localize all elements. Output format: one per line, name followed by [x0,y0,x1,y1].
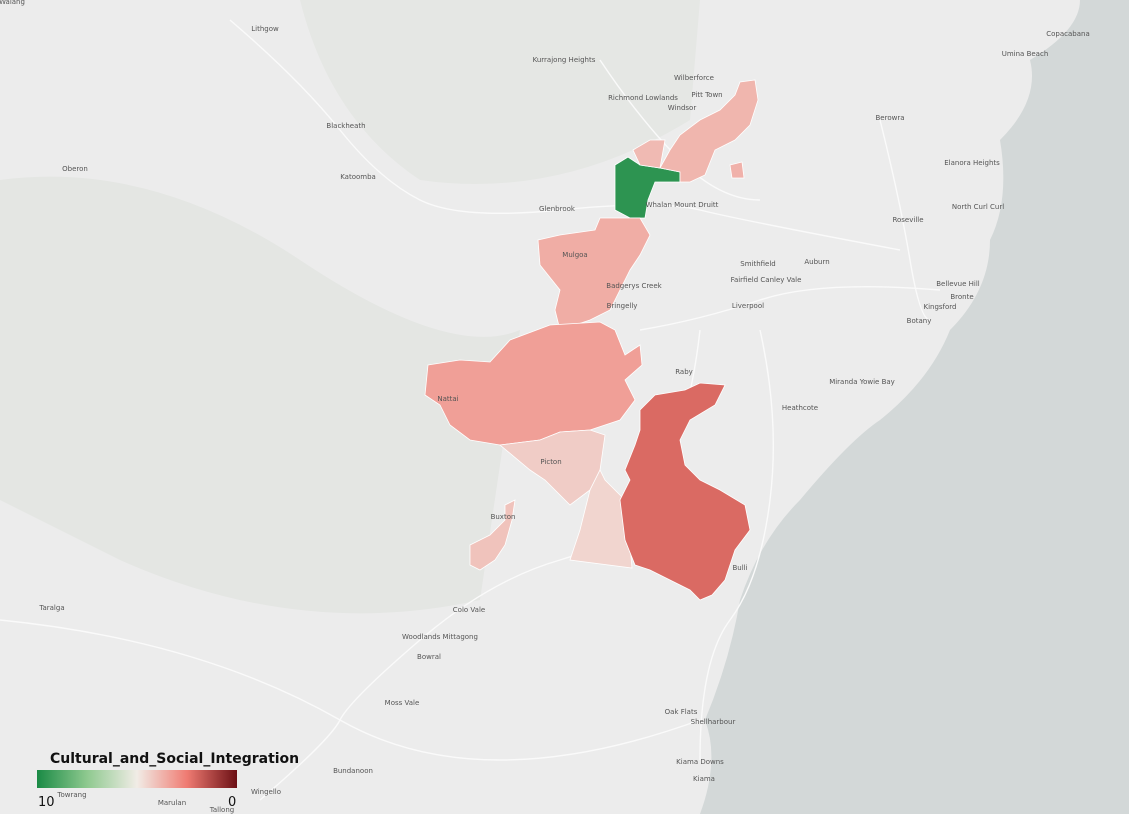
place-label: Woodlands Mittagong [402,633,478,641]
place-label: Glenbrook [539,205,576,213]
region [614,156,681,219]
place-label: Marulan [158,799,186,807]
place-label: Katoomba [340,173,376,181]
terrain [300,0,700,184]
place-label: Liverpool [732,302,764,310]
place-label: Bundanoon [333,767,373,775]
place-label: Wilberforce [674,74,714,82]
legend-title: Cultural_and_Social_Integration [50,751,299,767]
legend: Cultural_and_Social_Integration 10 0 [37,751,299,810]
place-label: Lithgow [251,25,279,33]
place-label: Blackheath [326,122,365,130]
place-label: Auburn [804,258,829,266]
regions [424,79,759,601]
place-label: Bellevue Hill [936,280,980,288]
place-label: Bowral [417,653,441,661]
place-label: Elanora Heights [944,159,1000,167]
place-label: Picton [540,458,561,466]
place-label: Tallong [209,806,234,814]
region [632,139,666,169]
sea [700,0,1129,814]
place-label: Smithfield [740,260,776,268]
region [729,161,745,179]
place-label: Buxton [491,513,516,521]
place-label: Mulgoa [562,251,587,259]
place-label: Kiama [693,775,715,783]
legend-min: 0 [228,795,236,810]
place-label: Pitt Town [691,91,722,99]
place-label: Richmond Lowlands [608,94,678,102]
place-label: Oak Flats [665,708,698,716]
place-label: Roseville [892,216,923,224]
place-label: Bulli [732,564,747,572]
place-label: Windsor [668,104,697,112]
place-label: Wingello [251,788,281,796]
place-label: Shellharbour [691,718,736,726]
roads [0,19,941,801]
legend-bar [37,770,237,788]
place-label: Taralga [38,604,64,612]
region [659,79,759,183]
place-label: Oberon [62,165,88,173]
terrain [0,176,520,614]
place-label: Nattai [437,395,458,403]
place-label: Umina Beach [1002,50,1049,58]
place-label: Kurrajong Heights [533,56,596,64]
region [469,499,516,571]
place-label: Kingsford [923,303,956,311]
place-label: Berowra [875,114,904,122]
place-label: Raby [675,368,693,376]
place-label: Walang [0,0,25,6]
place-label: North Curl Curl [952,203,1004,211]
place-label: Botany [907,317,932,325]
place-label: Fairfield Canley Vale [731,276,802,284]
place-label: Bronte [950,293,973,301]
place-label: Heathcote [782,404,818,412]
region [537,217,651,331]
region [619,382,751,601]
place-label: Moss Vale [385,699,420,707]
place-label: Towrang [56,791,86,799]
place-label: Copacabana [1046,30,1090,38]
place-label: Badgerys Creek [606,282,662,290]
place-label: Whalan Mount Druitt [646,201,719,209]
region [424,321,643,446]
place-label: Bringelly [607,302,638,310]
place-label: Kiama Downs [676,758,724,766]
place-labels: Walang Lithgow Kurrajong Heights Wilberforc… [0,0,1090,814]
legend-max: 10 [38,795,55,810]
place-label: Miranda Yowie Bay [829,378,895,386]
place-label: Colo Vale [453,606,485,614]
